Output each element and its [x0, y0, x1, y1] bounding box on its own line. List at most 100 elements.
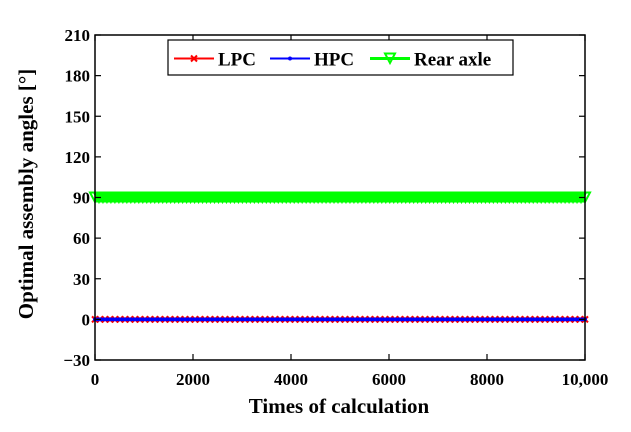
y-axis-title: Optimal assembly angles [°]	[14, 69, 38, 319]
data-point	[402, 317, 407, 322]
data-point	[408, 317, 413, 322]
data-point	[207, 317, 212, 322]
data-point	[558, 317, 563, 322]
data-point	[528, 317, 533, 322]
data-point	[552, 317, 557, 322]
data-point	[477, 317, 482, 322]
data-point	[429, 317, 434, 322]
x-axis-title: Times of calculation	[249, 394, 430, 418]
data-point	[156, 317, 161, 322]
data-point	[369, 317, 374, 322]
data-point	[336, 317, 341, 322]
series-hpc	[93, 317, 587, 322]
legend: LPC HPC Rear axle	[167, 39, 514, 76]
data-point	[210, 317, 215, 322]
data-point	[150, 317, 155, 322]
data-point	[252, 317, 257, 322]
data-point	[312, 317, 317, 322]
data-point	[111, 317, 116, 322]
data-point	[459, 317, 464, 322]
data-point	[246, 317, 251, 322]
data-point	[435, 317, 440, 322]
data-point	[189, 317, 194, 322]
data-point	[297, 317, 302, 322]
data-point	[405, 317, 410, 322]
data-point	[144, 317, 149, 322]
data-point	[192, 317, 197, 322]
data-point	[426, 317, 431, 322]
data-point	[450, 317, 455, 322]
axes-layer: 0 2000 4000 6000 8000 10,000−3003060901201501…	[63, 26, 608, 389]
data-point	[357, 317, 362, 322]
data-point	[321, 317, 326, 322]
data-point	[249, 317, 254, 322]
legend-label: Rear axle	[414, 50, 491, 71]
data-point	[285, 317, 290, 322]
data-point	[480, 317, 485, 322]
data-point	[399, 317, 404, 322]
data-point	[291, 317, 296, 322]
data-point	[516, 317, 521, 322]
data-point	[522, 317, 527, 322]
legend-item-rear-axle: Rear axle	[370, 50, 491, 71]
data-point	[129, 317, 134, 322]
data-point	[240, 317, 245, 322]
data-point	[525, 317, 530, 322]
data-point	[555, 317, 560, 322]
legend-box	[167, 39, 514, 76]
data-point	[243, 317, 248, 322]
data-point	[546, 317, 551, 322]
y-tick-label: 210	[65, 26, 91, 45]
data-point	[213, 317, 218, 322]
y-tick-label: −30	[63, 351, 90, 370]
data-point	[354, 317, 359, 322]
data-point	[492, 317, 497, 322]
data-point	[384, 317, 389, 322]
legend-marker	[190, 54, 198, 63]
y-tick-label: 60	[73, 229, 90, 248]
data-point	[237, 317, 242, 322]
data-point	[411, 317, 416, 322]
data-point	[366, 317, 371, 322]
data-point	[519, 317, 524, 322]
y-tick-label: 150	[65, 107, 91, 126]
data-point	[342, 317, 347, 322]
data-point	[438, 317, 443, 322]
data-point	[483, 317, 488, 322]
data-point	[468, 317, 473, 322]
data-point	[168, 317, 173, 322]
data-point	[507, 317, 512, 322]
data-point	[456, 317, 461, 322]
data-point	[216, 317, 221, 322]
data-point	[537, 317, 542, 322]
data-point	[102, 317, 107, 322]
data-point	[531, 317, 536, 322]
y-tick-label: 180	[65, 67, 91, 86]
data-point	[141, 317, 146, 322]
data-point	[300, 317, 305, 322]
legend-label: HPC	[314, 50, 354, 71]
data-point	[543, 317, 548, 322]
data-point	[228, 317, 233, 322]
data-point	[489, 317, 494, 322]
x-tick-label: 10,000	[562, 370, 609, 389]
data-point	[441, 317, 446, 322]
data-point	[414, 317, 419, 322]
data-point	[306, 317, 311, 322]
data-point	[351, 317, 356, 322]
data-point	[513, 317, 518, 322]
data-point	[462, 317, 467, 322]
data-point	[204, 317, 209, 322]
data-point	[375, 317, 380, 322]
data-point	[504, 317, 509, 322]
y-tick-label: 30	[73, 270, 90, 289]
data-point	[567, 317, 572, 322]
data-point	[447, 317, 452, 322]
x-tick-label: 4000	[274, 370, 308, 389]
data-point	[381, 317, 386, 322]
data-point	[261, 317, 266, 322]
data-point	[549, 317, 554, 322]
legend-item-lpc: LPC	[174, 50, 256, 71]
data-point	[234, 317, 239, 322]
data-point	[372, 317, 377, 322]
